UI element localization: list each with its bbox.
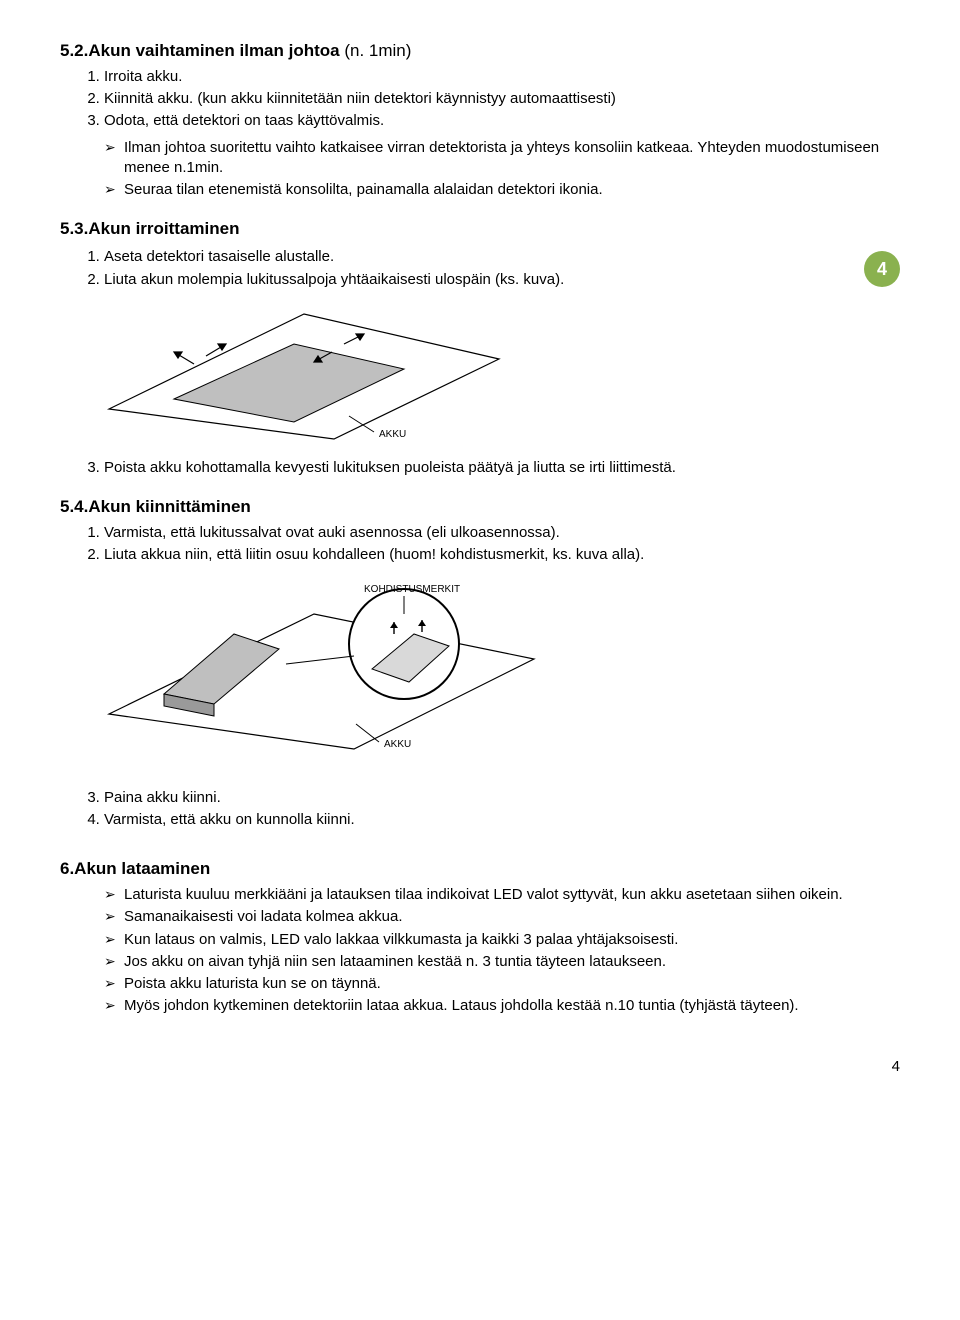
list-item: Paina akku kiinni. bbox=[104, 788, 900, 808]
list-item: Jos akku on aivan tyhjä niin sen lataami… bbox=[104, 952, 900, 972]
bullets-5-2: Ilman johtoa suoritettu vaihto katkaisee… bbox=[60, 138, 900, 201]
bullets-6: Laturista kuuluu merkkiääni ja latauksen… bbox=[60, 885, 900, 1017]
list-item: Liuta akun molempia lukitussalpoja yhtäa… bbox=[104, 270, 864, 290]
page-side-badge: 4 bbox=[864, 251, 900, 287]
heading-5-3: 5.3.Akun irroittaminen bbox=[60, 218, 900, 241]
heading-6: 6.Akun lataaminen bbox=[60, 858, 900, 881]
figure-5-3: AKKU bbox=[104, 304, 900, 444]
heading-5-2: 5.2.Akun vaihtaminen ilman johtoa (n. 1m… bbox=[60, 40, 900, 63]
list-5-4-a: Varmista, että lukitussalvat ovat auki a… bbox=[60, 523, 900, 566]
list-item: Myös johdon kytkeminen detektoriin lataa… bbox=[104, 996, 900, 1016]
figure-5-4: KOHDISTUSMERKIT AKKU bbox=[104, 574, 900, 774]
list-item: Poista akku laturista kun se on täynnä. bbox=[104, 974, 900, 994]
list-item: Irroita akku. bbox=[104, 67, 900, 87]
section-5-2: 5.2.Akun vaihtaminen ilman johtoa (n. 1m… bbox=[60, 40, 900, 200]
section-5-4: 5.4.Akun kiinnittäminen Varmista, että l… bbox=[60, 496, 900, 830]
list-item: Kiinnitä akku. (kun akku kiinnitetään ni… bbox=[104, 89, 900, 109]
fig-label-akku-2: AKKU bbox=[384, 739, 411, 750]
list-5-3-a: Aseta detektori tasaiselle alustalle. Li… bbox=[60, 247, 864, 290]
list-item: Poista akku kohottamalla kevyesti lukitu… bbox=[104, 458, 900, 478]
fig-label-kohdistus: KOHDISTUSMERKIT bbox=[364, 584, 460, 595]
page-number: 4 bbox=[60, 1057, 900, 1077]
list-item: Liuta akkua niin, että liitin osuu kohda… bbox=[104, 545, 900, 565]
list-item: Samanaikaisesti voi ladata kolmea akkua. bbox=[104, 907, 900, 927]
list-item: Aseta detektori tasaiselle alustalle. bbox=[104, 247, 864, 267]
list-item: Laturista kuuluu merkkiääni ja latauksen… bbox=[104, 885, 900, 905]
section-6: 6.Akun lataaminen Laturista kuuluu merkk… bbox=[60, 858, 900, 1016]
section-5-3: 5.3.Akun irroittaminen Aseta detektori t… bbox=[60, 218, 900, 478]
heading-5-4: 5.4.Akun kiinnittäminen bbox=[60, 496, 900, 519]
list-item: Ilman johtoa suoritettu vaihto katkaisee… bbox=[104, 138, 900, 179]
list-item: Seuraa tilan etenemistä konsolilta, pain… bbox=[104, 180, 900, 200]
list-item: Varmista, että lukitussalvat ovat auki a… bbox=[104, 523, 900, 543]
list-5-3-b: Poista akku kohottamalla kevyesti lukitu… bbox=[60, 458, 900, 478]
list-item: Varmista, että akku on kunnolla kiinni. bbox=[104, 810, 900, 830]
heading-5-2-light: (n. 1min) bbox=[340, 41, 412, 60]
list-item: Kun lataus on valmis, LED valo lakkaa vi… bbox=[104, 930, 900, 950]
heading-5-2-bold: 5.2.Akun vaihtaminen ilman johtoa bbox=[60, 41, 340, 60]
list-item: Odota, että detektori on taas käyttövalm… bbox=[104, 111, 900, 131]
list-5-2: Irroita akku. Kiinnitä akku. (kun akku k… bbox=[60, 67, 900, 132]
list-5-4-b: Paina akku kiinni. Varmista, että akku o… bbox=[60, 788, 900, 831]
fig-label-akku: AKKU bbox=[379, 429, 406, 440]
